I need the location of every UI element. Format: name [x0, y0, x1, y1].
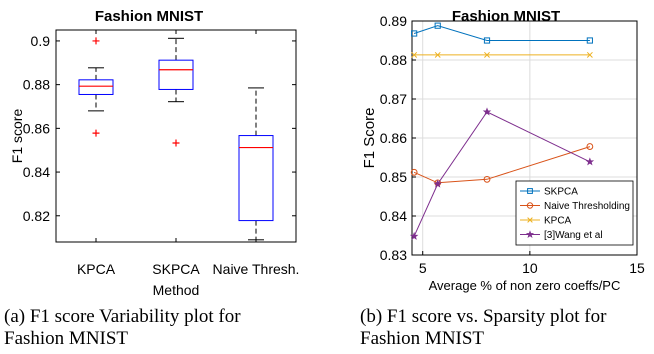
boxplot-boxes: [78, 37, 274, 241]
boxplot-y-axis: 0.82 0.84 0.86 0.88 0.9: [23, 33, 296, 224]
category-label: KPCA: [77, 261, 116, 277]
lineplot-title: Fashion MNIST: [452, 8, 560, 25]
y-tick-label: 0.88: [380, 52, 407, 68]
y-tick-label: 0.83: [380, 247, 407, 263]
figure: Fashion MNIST 0.820.840.860.880.9 KPCA SK…: [9, 8, 645, 298]
boxplot-title: Fashion MNIST: [95, 8, 203, 25]
legend-entry-label: KPCA: [544, 216, 572, 227]
y-tick-label: 0.87: [380, 91, 407, 107]
series-line: [413, 146, 591, 184]
outlier-point: [92, 37, 100, 45]
circle-marker: [483, 175, 491, 183]
x-marker: [434, 51, 441, 58]
lineplot-series: [409, 22, 595, 240]
circle-marker: [586, 143, 594, 150]
legend-box: [515, 180, 634, 246]
x-marker: [411, 51, 418, 58]
star-marker: [482, 107, 492, 116]
caption-b: (b) F1 score vs. Sparsity plot for Fashi…: [360, 306, 607, 349]
lineplot-x-label: Average % of non zero coeffs/PC: [429, 278, 621, 293]
boxplot-x-label: Method: [153, 282, 200, 298]
x-tick-label: 10: [522, 260, 538, 276]
star-marker: [585, 157, 595, 166]
lineplot-legend: SKPCA Naive Thresholding KPCA [3]Wang et al: [515, 180, 634, 246]
y-tick-label: 0.82: [23, 208, 50, 224]
lineplot-y-label: F1 Score: [361, 108, 378, 169]
legend-entry-label: [3]Wang et al: [544, 230, 603, 241]
square-marker: [411, 30, 418, 37]
boxplot-x-axis: KPCA SKPCA Naive Thresh.: [77, 30, 300, 277]
y-tick-label: 0.9: [31, 33, 51, 49]
lineplot-y-axis: 0.83 0.84 0.85 0.86 0.87 0.88 0.89: [380, 13, 416, 263]
square-marker: [483, 37, 491, 44]
circle-marker: [410, 168, 418, 176]
legend-entry-label: SKPCA: [544, 187, 578, 198]
x-marker: [527, 217, 533, 223]
star-marker: [409, 231, 419, 240]
square-marker: [434, 22, 441, 29]
caption-a: (a) F1 score Variability plot for Fashio…: [4, 306, 241, 349]
y-tick-label: 0.84: [380, 208, 407, 224]
outlier-point: [172, 139, 180, 147]
category-label: SKPCA: [152, 261, 200, 277]
star-marker: [525, 230, 535, 238]
star-marker: [433, 179, 442, 188]
series-line: [413, 25, 590, 41]
lineplot-panel: Fashion MNIST 0.830.840.850.860.870.880.…: [361, 8, 645, 293]
box: [238, 135, 274, 222]
x-tick-label: 5: [419, 260, 427, 276]
y-tick-label: 0.85: [380, 169, 407, 185]
category-label: Naive Thresh.: [213, 261, 300, 277]
y-tick-label: 0.86: [380, 130, 407, 146]
boxplot-y-label: F1 score: [9, 109, 25, 164]
square-marker: [586, 37, 593, 44]
x-tick-label: 15: [629, 260, 645, 276]
x-marker: [484, 51, 490, 58]
outlier-point: [92, 129, 100, 137]
box: [158, 59, 194, 90]
y-tick-label: 0.86: [23, 120, 50, 136]
boxplot-panel: Fashion MNIST 0.82 0.84 0.86 0.88 0.9 KPCA SK…: [9, 8, 299, 298]
legend-entry-label: Naive Thresholding: [544, 201, 630, 212]
square-marker: [527, 188, 533, 194]
x-marker: [586, 51, 593, 58]
y-tick-label: 0.88: [23, 77, 50, 93]
y-tick-label: 0.84: [23, 164, 50, 180]
circle-marker: [526, 202, 534, 209]
y-tick-label: 0.89: [380, 13, 407, 29]
lineplot-x-axis: 5 10 15: [419, 251, 645, 276]
box: [78, 79, 114, 95]
series-line: [413, 111, 591, 237]
